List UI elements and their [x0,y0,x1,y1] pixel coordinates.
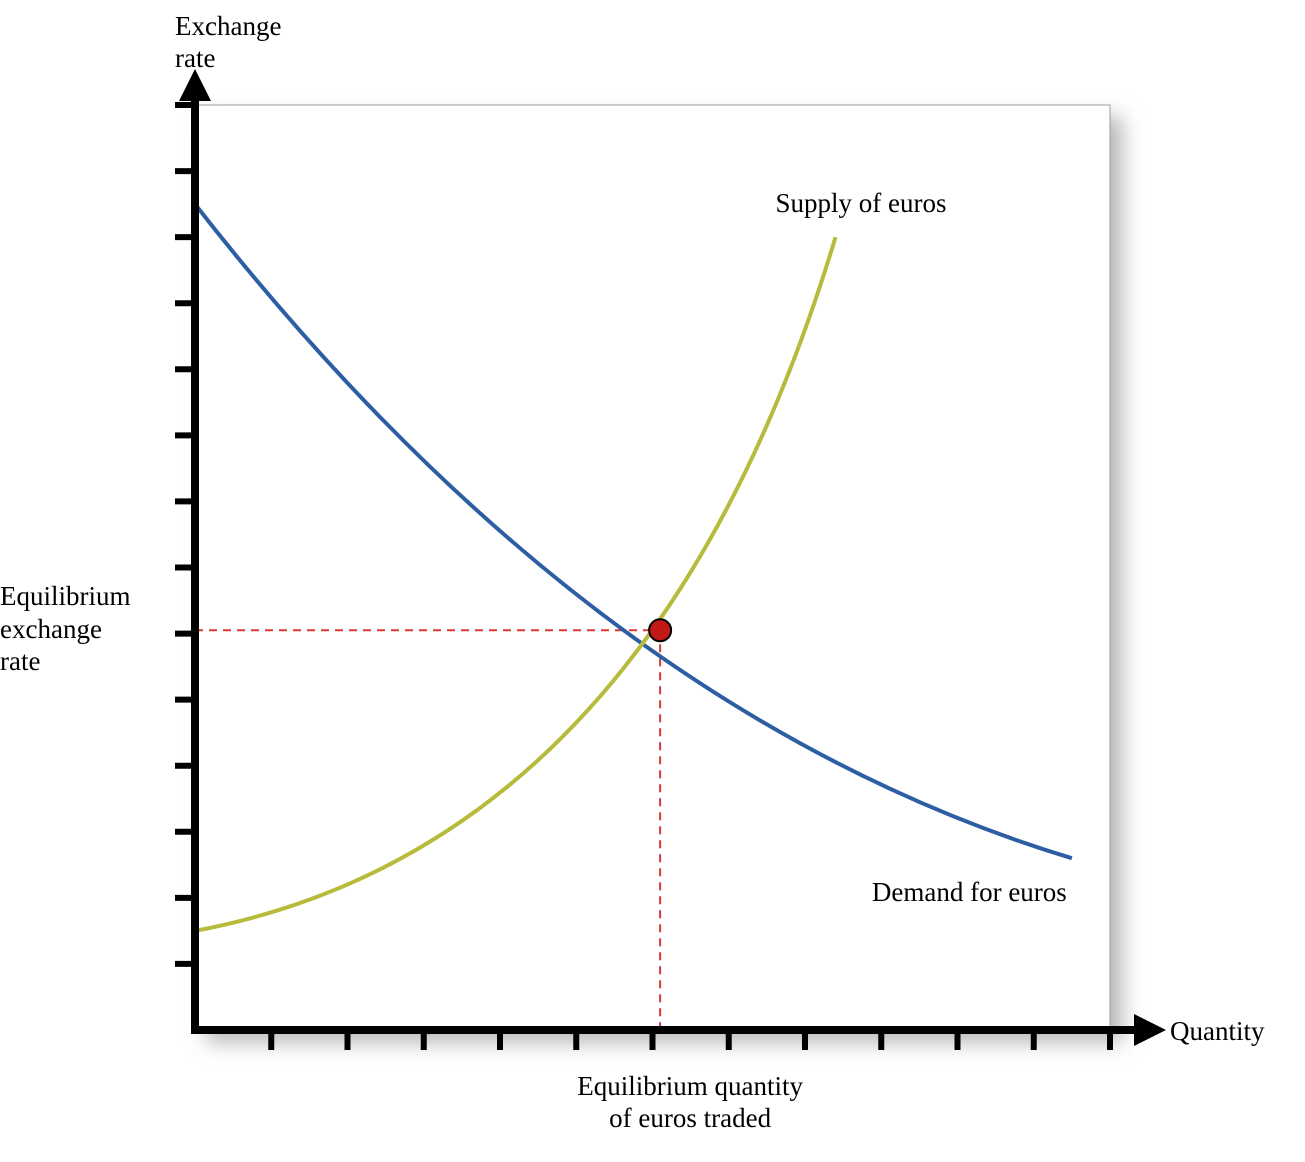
equilibrium-quantity-label: Equilibrium quantityof euros traded [540,1070,840,1135]
equilibrium-exchange-rate-label: Equilibriumexchangerate [0,580,165,677]
y-axis-title: Exchangerate [175,10,281,75]
supply-demand-chart [0,0,1305,1162]
chart-container: Exchangerate Quantity Equilibriumexchang… [0,0,1305,1162]
chart-svg-wrap [0,0,1305,1162]
supply-curve-label: Supply of euros [776,187,947,219]
x-axis-title: Quantity [1170,1015,1265,1047]
demand-curve-label: Demand for euros [872,876,1067,908]
